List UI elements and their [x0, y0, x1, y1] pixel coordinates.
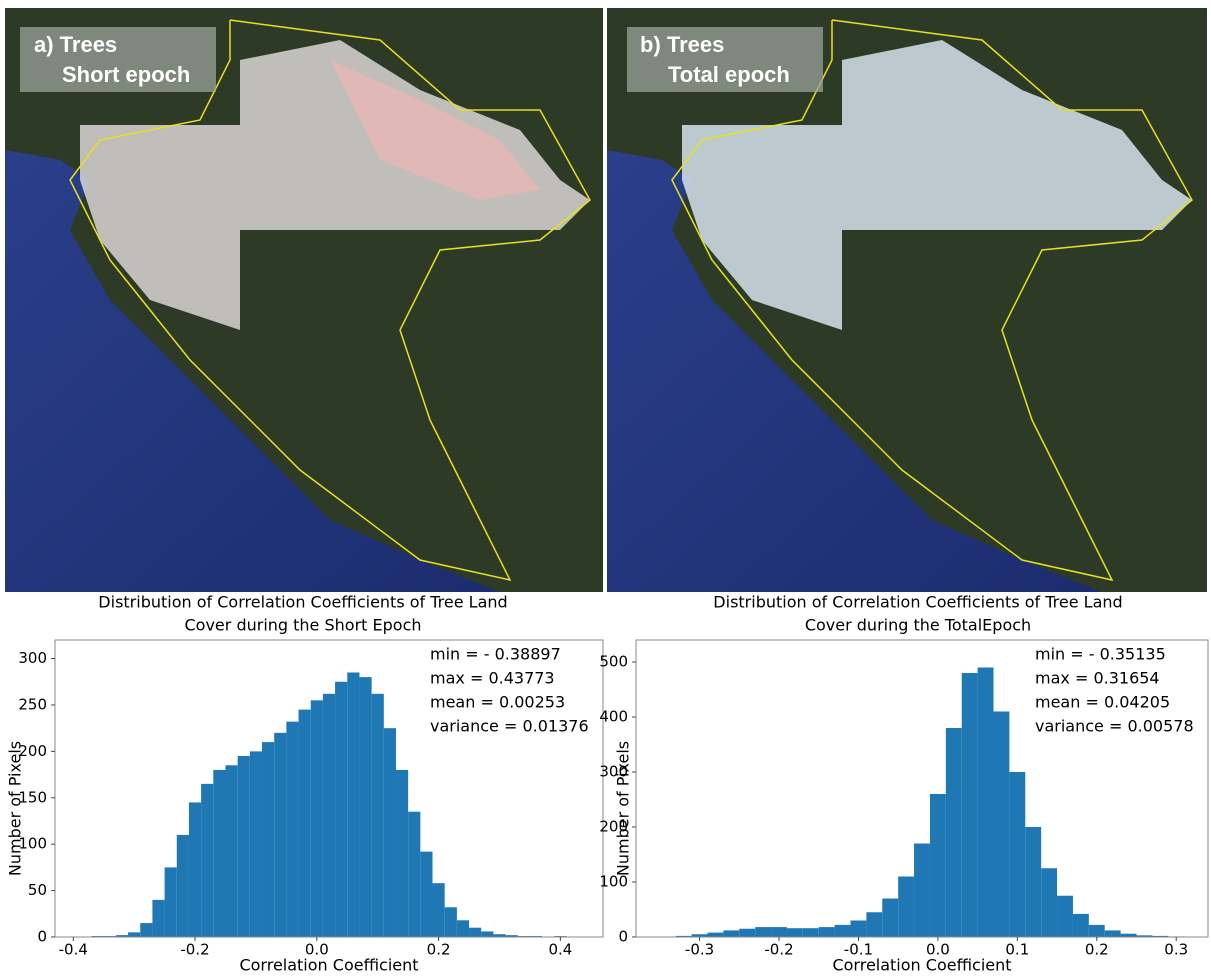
histogram-bar: [372, 694, 384, 937]
histogram-bar: [708, 933, 724, 937]
histogram-bar: [384, 728, 396, 937]
y-tick-label: 300: [18, 649, 47, 667]
histogram-bar: [787, 928, 803, 937]
annotation: min = - 0.35135: [1035, 645, 1166, 664]
histogram-bar: [803, 928, 819, 937]
histogram-bar: [481, 931, 493, 937]
y-tick-label: 500: [599, 653, 628, 671]
x-axis-label: Correlation Coefficient: [832, 956, 1011, 975]
histogram-bar: [1009, 772, 1025, 937]
histogram-bar: [1089, 925, 1105, 937]
x-tick-label: -0.2: [764, 941, 793, 959]
annotation: max = 0.43773: [430, 669, 555, 688]
histogram-bar: [128, 932, 140, 937]
histogram-bar: [335, 682, 347, 937]
histogram-bar: [165, 867, 177, 937]
histogram-bar: [978, 668, 994, 938]
histogram-bar: [457, 920, 469, 937]
histogram-bar: [1073, 914, 1089, 937]
histogram-bar: [1057, 896, 1073, 937]
histogram-bar: [835, 925, 851, 937]
histogram-bar: [930, 794, 946, 937]
histogram-bar: [819, 927, 835, 937]
histogram-bar: [882, 899, 898, 938]
histogram-bar: [408, 812, 420, 937]
histogram-bar: [250, 751, 262, 937]
histogram-bar: [755, 927, 771, 937]
y-axis-label: Number of Pixels: [6, 741, 25, 876]
histogram-bar: [347, 672, 359, 937]
map-label: a) Trees: [34, 32, 117, 57]
y-tick-label: 0: [618, 928, 628, 946]
histogram-bar: [851, 921, 867, 938]
histogram-bar: [262, 742, 274, 937]
histogram-bar: [323, 694, 335, 937]
histogram-bar: [420, 852, 432, 937]
histogram-bar: [189, 802, 201, 937]
map-label: Total epoch: [668, 62, 790, 87]
histogram-bar: [739, 929, 755, 937]
chart-title: Distribution of Correlation Coefficients…: [713, 593, 1122, 612]
figure: a) Trees Short epoch b) Trees Total epoc…: [0, 0, 1211, 976]
annotation: max = 0.31654: [1035, 669, 1160, 688]
x-tick-label: -0.4: [59, 941, 88, 959]
annotation: variance = 0.00578: [1035, 717, 1194, 736]
histogram-bar: [994, 712, 1010, 938]
histogram-bar: [274, 733, 286, 937]
histogram-bar: [286, 722, 298, 937]
map-panel: a) Trees Short epoch: [5, 8, 603, 592]
histogram-bar: [914, 844, 930, 938]
histogram-bar: [866, 912, 882, 937]
y-tick-label: 400: [599, 708, 628, 726]
annotation: min = - 0.38897: [430, 645, 561, 664]
histogram-bar: [445, 907, 457, 937]
histogram-bar: [898, 877, 914, 938]
chart-title: Distribution of Correlation Coefficients…: [98, 593, 507, 612]
histogram-bar: [433, 883, 445, 937]
annotation: mean = 0.04205: [1035, 693, 1170, 712]
x-tick-label: 0.3: [1164, 941, 1188, 959]
y-tick-label: 250: [18, 695, 47, 713]
histogram-bar: [771, 927, 787, 937]
chart-title: Cover during the TotalEpoch: [805, 616, 1031, 635]
histogram-bar: [962, 673, 978, 937]
histogram-bar: [213, 770, 225, 937]
x-tick-label: 0.2: [427, 941, 451, 959]
histogram-bar: [152, 900, 164, 937]
y-tick-label: 50: [28, 881, 47, 899]
histogram-bar: [1025, 827, 1041, 937]
map-label: b) Trees: [640, 32, 724, 57]
x-axis-label: Correlation Coefficient: [239, 956, 418, 975]
histogram-bar: [201, 784, 213, 937]
histogram-bar: [1105, 930, 1121, 937]
histogram-bar: [946, 728, 962, 937]
histogram-bar: [140, 923, 152, 937]
x-tick-label: -0.3: [685, 941, 714, 959]
x-tick-label: -0.2: [180, 941, 209, 959]
histogram-bar: [1041, 868, 1057, 937]
histogram-bar: [359, 677, 371, 937]
map-label: Short epoch: [62, 62, 190, 87]
annotation: variance = 0.01376: [430, 717, 589, 736]
annotation: mean = 0.00253: [430, 693, 565, 712]
histogram-bar: [225, 765, 237, 937]
histogram-bar: [177, 835, 189, 937]
histogram-bar: [723, 930, 739, 937]
y-tick-label: 0: [37, 928, 47, 946]
x-tick-label: 0.2: [1085, 941, 1109, 959]
histogram-bar: [311, 700, 323, 937]
chart-title: Cover during the Short Epoch: [185, 616, 422, 635]
histogram-bar: [238, 756, 250, 937]
histogram-bar: [396, 770, 408, 937]
map-panel: b) Trees Total epoch: [607, 8, 1207, 592]
x-tick-label: 0.4: [548, 941, 572, 959]
y-axis-label: Number of Pixels: [614, 741, 633, 876]
histogram-bar: [299, 710, 311, 937]
histogram-bar: [469, 928, 481, 937]
